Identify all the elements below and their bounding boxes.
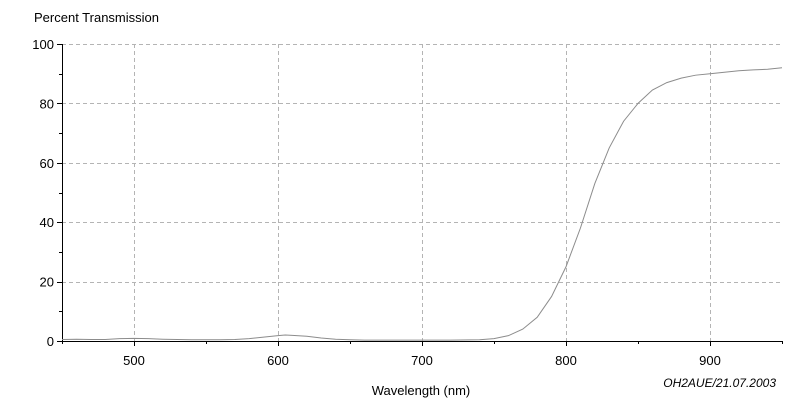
y-tick-label-60: 60 [40, 156, 54, 171]
y-tick-label-20: 20 [40, 275, 54, 290]
axes [57, 44, 783, 346]
y-tick-label-0: 0 [47, 334, 54, 349]
y-axis-title: Percent Transmission [34, 10, 159, 25]
y-tick-label-80: 80 [40, 96, 54, 111]
series [61, 67, 783, 341]
x-tick-label-900: 900 [699, 353, 721, 368]
y-tick-label-100: 100 [32, 37, 54, 52]
x-tick-label-500: 500 [123, 353, 145, 368]
author-date-annotation: OH2AUE/21.07.2003 [663, 376, 776, 390]
tick-labels: 0 20 40 60 80 100 500 600 700 800 900 [32, 37, 721, 368]
x-axis-title: Wavelength (nm) [372, 383, 471, 398]
transmission-series-line-0 [61, 67, 783, 341]
x-tick-label-800: 800 [555, 353, 577, 368]
x-tick-label-700: 700 [411, 353, 433, 368]
x-tick-label-600: 600 [267, 353, 289, 368]
grid [62, 44, 782, 341]
y-tick-label-40: 40 [40, 215, 54, 230]
